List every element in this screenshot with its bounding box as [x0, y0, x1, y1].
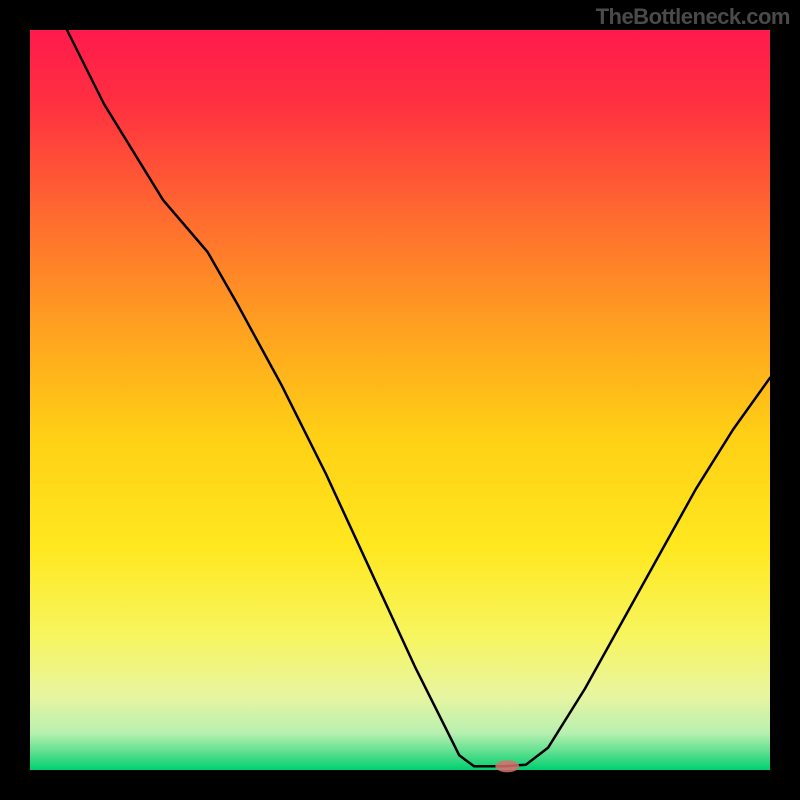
bottleneck-chart [0, 0, 800, 800]
plot-background [30, 30, 770, 770]
chart-frame: TheBottleneck.com [0, 0, 800, 800]
watermark-text: TheBottleneck.com [596, 4, 790, 30]
optimum-marker [495, 760, 519, 772]
